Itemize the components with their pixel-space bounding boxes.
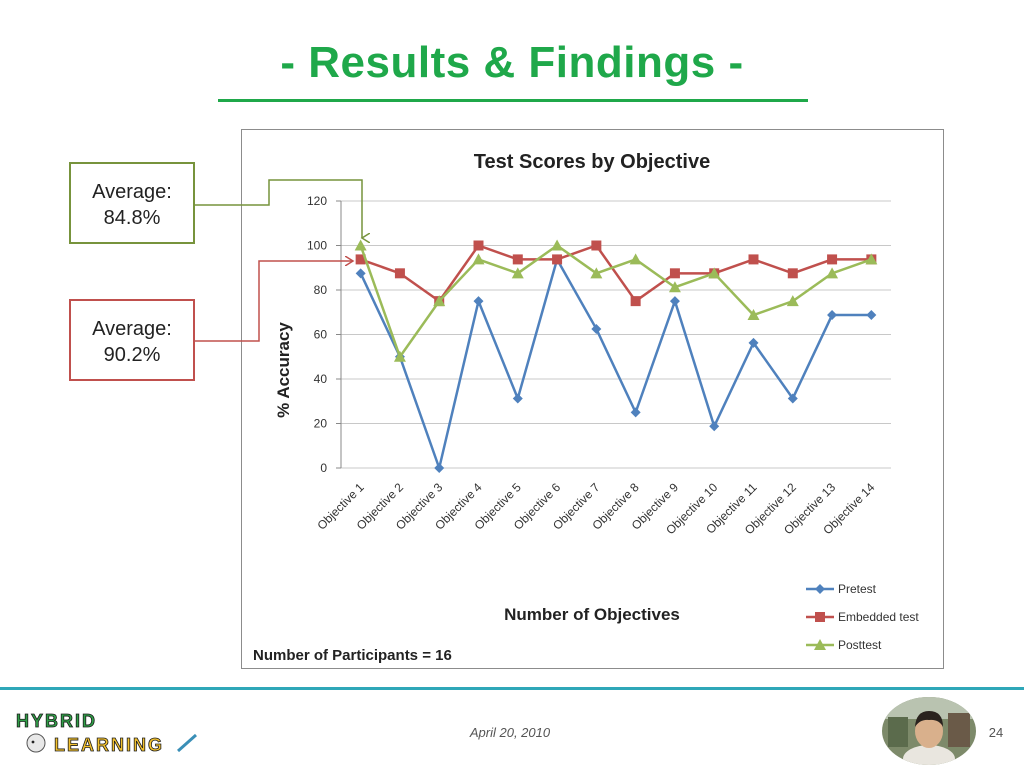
data-point xyxy=(433,295,446,307)
logo-word-1: HYBRID xyxy=(16,711,97,731)
data-point xyxy=(669,296,680,307)
data-point xyxy=(630,296,641,307)
presenter-photo xyxy=(882,697,976,765)
x-axis-title: Number of Objectives xyxy=(504,605,680,624)
data-point xyxy=(669,268,680,279)
data-point xyxy=(629,253,642,265)
data-point xyxy=(511,267,524,279)
chart-title: Test Scores by Objective xyxy=(474,151,710,173)
data-point xyxy=(551,239,564,251)
y-tick-label: 20 xyxy=(314,417,328,431)
data-point xyxy=(393,350,406,362)
footer-date: April 20, 2010 xyxy=(469,725,551,740)
callout-value: 90.2% xyxy=(103,344,161,366)
legend-marker xyxy=(815,612,825,622)
data-point xyxy=(708,267,721,279)
callout-value: 84.8% xyxy=(103,207,161,229)
y-axis-title: % Accuracy xyxy=(274,322,293,418)
data-point xyxy=(552,254,563,265)
y-tick-label: 0 xyxy=(320,461,327,475)
page-number: 24 xyxy=(988,725,1004,740)
data-point xyxy=(787,268,798,279)
callout-connector-green xyxy=(195,179,362,238)
y-tick-label: 60 xyxy=(314,328,328,342)
slide-title: - Results & Findings - xyxy=(280,38,744,87)
y-tick-label: 100 xyxy=(307,239,327,253)
data-point xyxy=(827,310,838,321)
data-point xyxy=(787,393,798,404)
average-callout-posttest: Average: 84.8% xyxy=(69,162,195,244)
legend-label: Embedded test xyxy=(838,610,919,624)
data-point xyxy=(591,240,602,251)
series-line-pretest xyxy=(359,256,872,473)
data-point xyxy=(591,323,602,334)
data-point xyxy=(826,267,839,279)
average-callout-embedded: Average: 90.2% xyxy=(69,299,195,381)
legend-label: Pretest xyxy=(838,582,877,596)
data-point xyxy=(786,295,799,307)
y-tick-label: 40 xyxy=(314,372,328,386)
series-line-posttest xyxy=(359,243,872,360)
data-point xyxy=(473,240,484,251)
data-point xyxy=(355,268,366,279)
data-point xyxy=(354,239,367,251)
legend-marker xyxy=(814,639,826,650)
data-point xyxy=(827,254,838,265)
logo-word-2: LEARNING xyxy=(54,735,164,755)
data-point xyxy=(866,310,877,321)
data-point xyxy=(748,254,759,265)
footer-rule xyxy=(0,687,1024,690)
series-line-embedded-test xyxy=(360,244,872,303)
participants-note: Number of Participants = 16 xyxy=(253,647,452,664)
legend-label: Posttest xyxy=(838,638,882,652)
data-point xyxy=(434,463,445,473)
callout-label: Average: xyxy=(92,181,172,203)
legend-marker xyxy=(815,584,825,594)
data-point xyxy=(668,281,681,293)
data-point xyxy=(512,254,523,265)
data-point xyxy=(590,267,603,279)
data-point xyxy=(748,337,759,348)
chart-frame xyxy=(241,129,944,669)
data-point xyxy=(355,254,366,265)
data-point xyxy=(512,393,523,404)
data-point xyxy=(709,421,720,432)
callout-label: Average: xyxy=(92,318,172,340)
callout-connector-red xyxy=(195,261,353,342)
data-point xyxy=(630,407,641,418)
y-tick-label: 120 xyxy=(307,194,327,208)
data-point xyxy=(472,253,485,265)
data-point xyxy=(747,309,760,321)
y-tick-label: 80 xyxy=(314,283,328,297)
data-point xyxy=(865,253,878,265)
data-point xyxy=(473,296,484,307)
title-underline xyxy=(218,99,808,102)
hybrid-learning-logo: HYBRID LEARNING xyxy=(12,705,202,757)
data-point xyxy=(394,268,405,279)
